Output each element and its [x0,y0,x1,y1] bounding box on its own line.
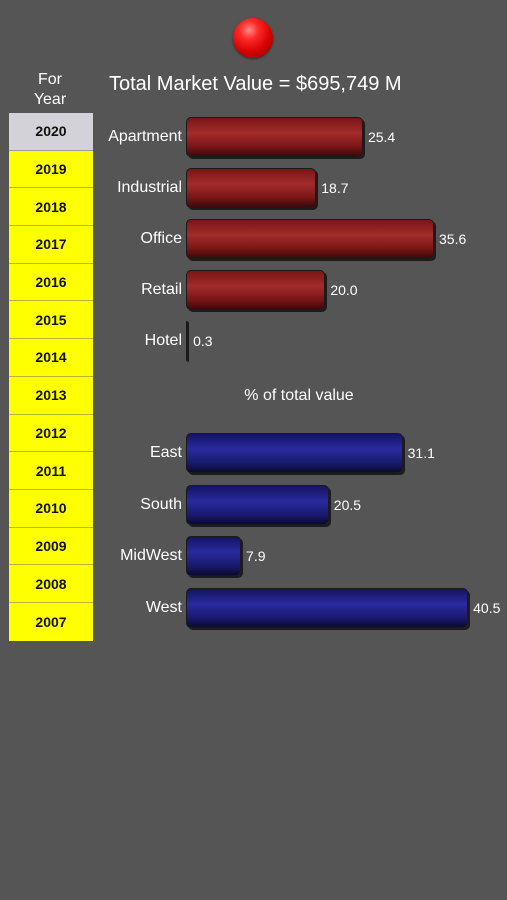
total-market-value-title: Total Market Value = $695,749 M [109,73,402,95]
bar-label-industrial: Industrial [117,179,182,196]
bar-value-midwest: 7.9 [246,548,266,564]
year-list: 2020 2019 2018 2017 2016 2015 2014 2013 2012 2011… [9,113,93,641]
bar-value-apartment: 25.4 [367,129,396,145]
year-item-2012[interactable]: 2012 [9,414,93,453]
bar-label-office: Office [140,230,183,247]
year-item-2019[interactable]: 2019 [9,150,93,189]
bar-midwest[interactable] [186,536,242,576]
bar-hotel[interactable] [186,321,189,361]
for-year-line1: For [38,71,62,88]
bar-west[interactable] [186,588,469,628]
bar-south[interactable] [186,485,329,525]
year-item-2015[interactable]: 2015 [9,301,93,340]
bar-retail[interactable] [186,270,326,310]
bar-label-east: East [149,444,182,461]
bar-office[interactable] [186,219,434,259]
year-item-2010[interactable]: 2010 [9,489,93,528]
bar-apartment[interactable] [186,117,363,157]
bar-value-hotel: 0.3 [193,333,213,349]
bar-value-west: 40.5 [473,600,501,616]
for-year-label: For Year [8,70,92,110]
year-item-2018[interactable]: 2018 [9,188,93,227]
year-item-2009[interactable]: 2009 [9,527,93,566]
year-item-2020[interactable]: 2020 [9,113,93,151]
bar-label-retail: Retail [141,281,182,298]
bar-east[interactable] [186,433,403,473]
bar-label-west: West [145,599,182,616]
bar-label-south: South [140,496,182,513]
red-record-button[interactable] [233,18,273,58]
bar-value-south: 20.5 [333,497,362,513]
year-item-2007[interactable]: 2007 [9,602,93,641]
bar-label-apartment: Apartment [108,128,182,145]
for-year-line2: Year [33,91,67,108]
bar-industrial[interactable] [186,168,317,208]
bar-label-midwest: MidWest [120,547,182,564]
bar-value-office: 35.6 [439,231,467,247]
year-item-2011[interactable]: 2011 [9,452,93,490]
bar-label-hotel: Hotel [144,332,182,349]
bar-value-east: 31.1 [407,445,435,461]
year-item-2008[interactable]: 2008 [9,565,93,603]
bar-value-industrial: 18.7 [321,180,349,196]
year-item-2017[interactable]: 2017 [9,226,93,264]
year-item-2013[interactable]: 2013 [9,376,93,415]
year-item-2014[interactable]: 2014 [9,339,93,377]
region-chart-caption: % of total value [244,387,354,404]
bar-value-retail: 20.0 [330,282,358,298]
year-item-2016[interactable]: 2016 [9,263,93,302]
